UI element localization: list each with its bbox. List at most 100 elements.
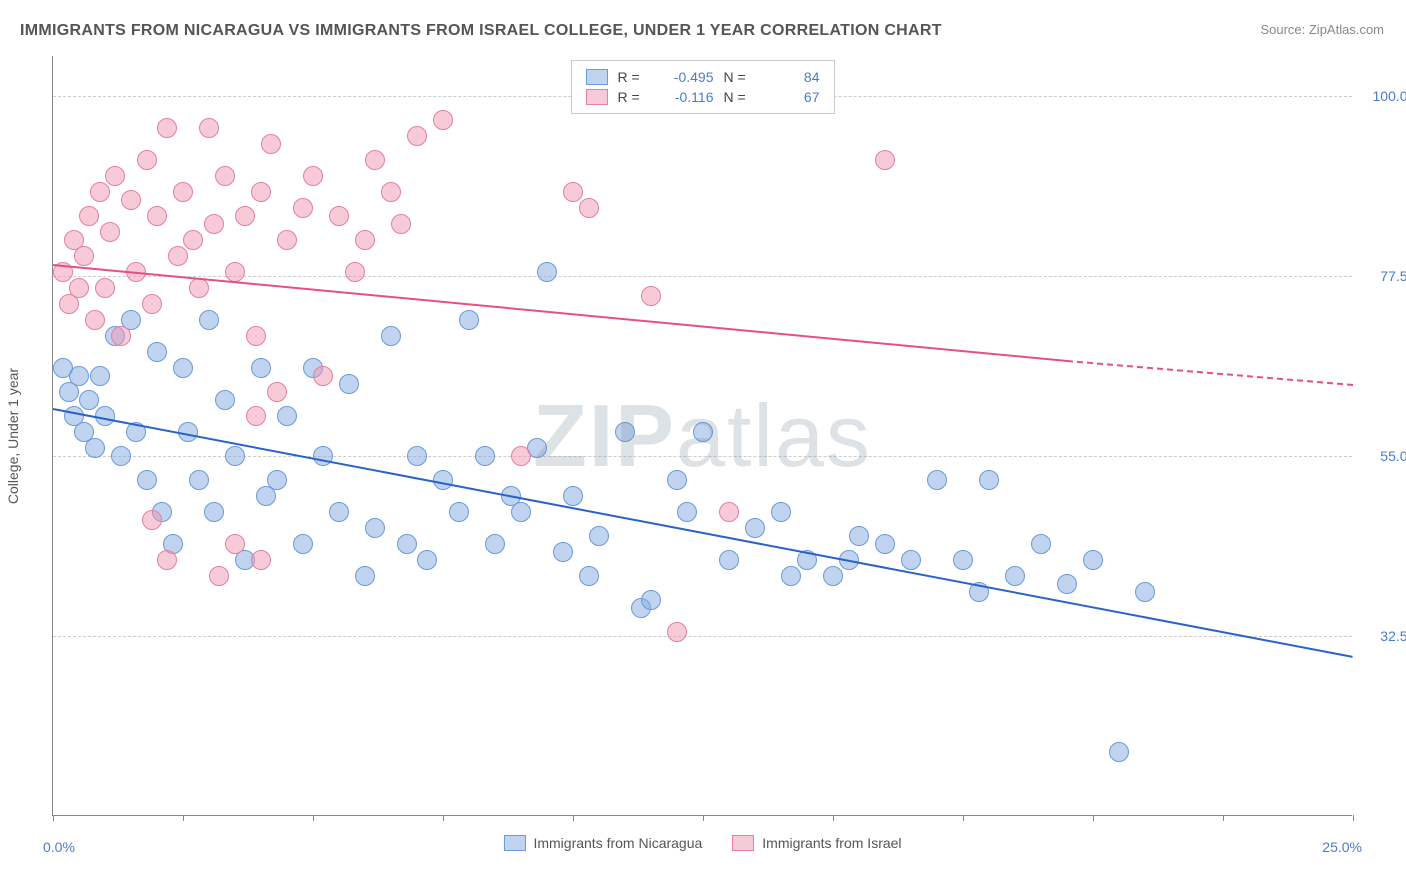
legend-n-label: N =	[724, 69, 750, 85]
data-point	[293, 198, 313, 218]
data-point	[95, 278, 115, 298]
data-point	[137, 150, 157, 170]
data-point	[147, 206, 167, 226]
data-point	[225, 262, 245, 282]
data-point	[168, 246, 188, 266]
data-point	[121, 190, 141, 210]
data-point	[79, 390, 99, 410]
data-point	[277, 230, 297, 250]
x-tick-mark	[313, 815, 314, 821]
x-tick-mark	[833, 815, 834, 821]
data-point	[199, 118, 219, 138]
data-point	[251, 182, 271, 202]
data-point	[267, 382, 287, 402]
data-point	[579, 198, 599, 218]
y-axis-label: College, Under 1 year	[5, 367, 21, 503]
data-point	[381, 182, 401, 202]
x-tick-mark	[183, 815, 184, 821]
data-point	[511, 502, 531, 522]
data-point	[667, 622, 687, 642]
data-point	[142, 510, 162, 530]
data-point	[433, 470, 453, 490]
gridline	[53, 636, 1352, 637]
data-point	[459, 310, 479, 330]
data-point	[1005, 566, 1025, 586]
data-point	[215, 166, 235, 186]
data-point	[225, 534, 245, 554]
data-point	[927, 470, 947, 490]
data-point	[537, 262, 557, 282]
data-point	[173, 358, 193, 378]
data-point	[85, 438, 105, 458]
source-attribution: Source: ZipAtlas.com	[1260, 22, 1384, 37]
scatter-chart: College, Under 1 year ZIPatlas R =-0.495…	[52, 56, 1352, 816]
legend-n-value: 67	[760, 89, 820, 105]
data-point	[1083, 550, 1103, 570]
x-tick-mark	[963, 815, 964, 821]
data-point	[313, 366, 333, 386]
gridline	[53, 276, 1352, 277]
data-point	[579, 566, 599, 586]
legend-r-value: -0.495	[654, 69, 714, 85]
data-point	[293, 534, 313, 554]
watermark-bold: ZIP	[533, 386, 676, 485]
data-point	[137, 470, 157, 490]
data-point	[225, 446, 245, 466]
data-point	[381, 326, 401, 346]
data-point	[85, 310, 105, 330]
data-point	[69, 278, 89, 298]
data-point	[1135, 582, 1155, 602]
data-point	[142, 294, 162, 314]
data-point	[979, 470, 999, 490]
data-point	[875, 150, 895, 170]
data-point	[173, 182, 193, 202]
x-tick-mark	[703, 815, 704, 821]
legend-n-label: N =	[724, 89, 750, 105]
data-point	[677, 502, 697, 522]
y-tick-label: 100.0%	[1373, 88, 1406, 104]
legend-label: Immigrants from Israel	[762, 835, 901, 851]
legend-item: Immigrants from Nicaragua	[503, 835, 702, 851]
trend-line	[53, 408, 1353, 658]
data-point	[407, 126, 427, 146]
y-tick-label: 55.0%	[1380, 448, 1406, 464]
data-point	[641, 590, 661, 610]
x-axis-max-label: 25.0%	[1322, 839, 1362, 855]
data-point	[339, 374, 359, 394]
data-point	[693, 422, 713, 442]
data-point	[69, 366, 89, 386]
legend-r-label: R =	[618, 69, 644, 85]
data-point	[215, 390, 235, 410]
data-point	[719, 502, 739, 522]
data-point	[953, 550, 973, 570]
chart-title: IMMIGRANTS FROM NICARAGUA VS IMMIGRANTS …	[20, 22, 942, 40]
legend-r-value: -0.116	[654, 89, 714, 105]
data-point	[74, 246, 94, 266]
data-point	[433, 110, 453, 130]
data-point	[303, 166, 323, 186]
legend-row: R =-0.116N =67	[586, 87, 820, 107]
series-legend: Immigrants from Nicaragua Immigrants from…	[503, 835, 901, 851]
data-point	[345, 262, 365, 282]
data-point	[407, 446, 427, 466]
data-point	[235, 206, 255, 226]
data-point	[267, 470, 287, 490]
x-tick-mark	[1093, 815, 1094, 821]
data-point	[745, 518, 765, 538]
data-point	[365, 518, 385, 538]
data-point	[90, 366, 110, 386]
data-point	[1057, 574, 1077, 594]
legend-n-value: 84	[760, 69, 820, 85]
data-point	[875, 534, 895, 554]
data-point	[771, 502, 791, 522]
x-tick-mark	[443, 815, 444, 821]
data-point	[157, 118, 177, 138]
data-point	[553, 542, 573, 562]
data-point	[589, 526, 609, 546]
y-tick-label: 77.5%	[1380, 268, 1406, 284]
data-point	[100, 222, 120, 242]
x-tick-mark	[1223, 815, 1224, 821]
data-point	[563, 182, 583, 202]
data-point	[246, 326, 266, 346]
data-point	[147, 342, 167, 362]
